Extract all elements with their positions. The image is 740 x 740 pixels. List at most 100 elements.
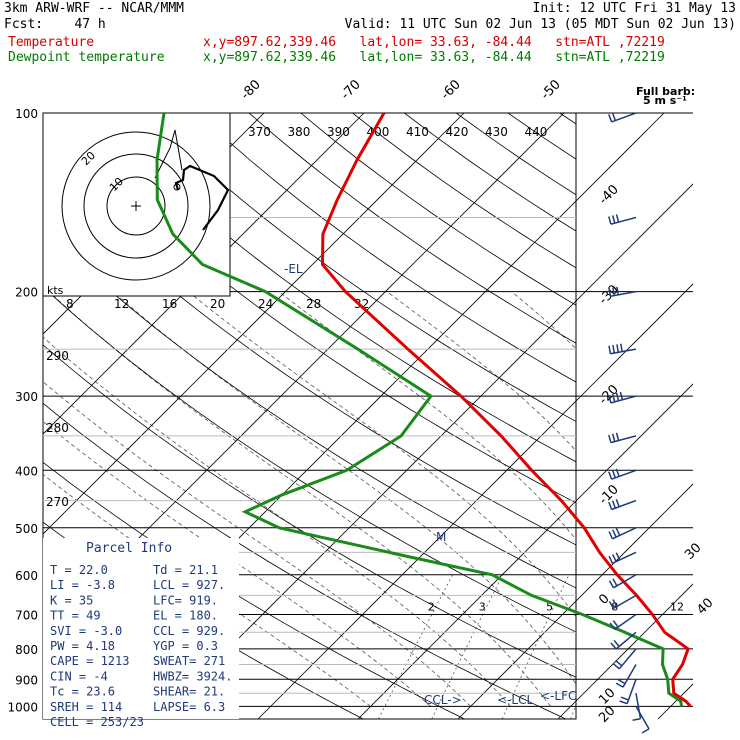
- wind-barb-flag: [608, 601, 615, 609]
- theta-label-410: 410: [406, 125, 429, 139]
- wind-barb-flag: [619, 391, 624, 400]
- hodo-speed-label-20: 20: [210, 297, 225, 311]
- mixing-ratio-label-12: 12: [670, 601, 684, 614]
- wind-barb-flag: [613, 639, 620, 647]
- parcel-row-right-5: YGP = 0.3: [153, 639, 218, 653]
- wind-barb-flag: [608, 580, 615, 589]
- hodo-speed-unit: kts: [47, 284, 64, 297]
- parcel-row-left-1: LI = -3.8: [50, 578, 115, 592]
- pressure-label-200: 200: [15, 286, 38, 300]
- dewpoint-legend: Dewpoint temperature: [8, 50, 165, 65]
- theta-label-430: 430: [485, 125, 508, 139]
- hodo-speed-label-12: 12: [114, 297, 129, 311]
- wind-barb-flag: [615, 682, 624, 688]
- wind-barb-flag: [620, 696, 629, 701]
- parcel-row-right-7: HWBZ= 3924.: [153, 669, 232, 683]
- isotherm-label--20: -20: [596, 382, 622, 408]
- hodograph-surface-marker: [173, 183, 181, 191]
- wind-barb-flag: [615, 432, 620, 441]
- wind-barb-flag: [608, 501, 613, 510]
- wind-barb-flag: [612, 529, 617, 538]
- pressure-label-300: 300: [15, 390, 38, 404]
- wind-barb-850: [615, 664, 637, 688]
- wind-barb-staff: [635, 693, 642, 719]
- theta-label-370: 370: [248, 125, 271, 139]
- pressure-label-700: 700: [15, 609, 38, 623]
- hodograph-storm-motion: [154, 129, 183, 179]
- mixing-ratio-line-3: [431, 574, 504, 719]
- sounding-profiles: [155, 113, 692, 708]
- mixing-ratio-label-3: 3: [479, 601, 486, 614]
- parcel-box-background: [43, 538, 239, 719]
- wind-barb-400: [608, 468, 637, 480]
- lfc-marker: <-LFC: [540, 689, 576, 703]
- wind-barb-950: [632, 693, 642, 721]
- isotherm--70: [43, 113, 365, 435]
- parcel-row-right-0: Td = 21.1: [153, 563, 218, 577]
- pressure-label-900: 900: [15, 673, 38, 687]
- pressure-label-400: 400: [15, 464, 38, 478]
- isotherm-label--80: -80: [238, 77, 264, 103]
- hodograph-trace: [174, 164, 230, 231]
- parcel-row-right-2: LFC= 919.: [153, 593, 218, 607]
- wind-barb-750: [610, 631, 637, 650]
- dry-adiabat-440: [612, 113, 740, 719]
- wind-barb-flag: [612, 344, 616, 354]
- wind-barb-flag: [612, 599, 618, 607]
- hodo-speed-label-28: 28: [306, 297, 321, 311]
- hodo-speed-label-8: 8: [66, 297, 74, 311]
- moist-adiabat-16: [188, 291, 576, 618]
- parcel-row-left-2: K = 35: [50, 593, 93, 607]
- pressure-label-800: 800: [15, 643, 38, 657]
- mixing-ratio-label-5: 5: [546, 601, 553, 614]
- wind-barb-flag: [620, 343, 623, 352]
- wind-barb-flag: [616, 286, 620, 295]
- parcel-row-right-4: CCL = 929.: [153, 624, 225, 638]
- wind-barb-flag: [612, 554, 617, 562]
- model-title: 3km ARW-WRF -- NCAR/MMM: [4, 1, 185, 16]
- wind-barb-flag: [608, 531, 614, 540]
- parcel-row-right-8: SHEAR= 21.: [153, 685, 225, 699]
- temperature-profile: [320, 113, 692, 708]
- mixing-ratio-line-2: [378, 574, 454, 719]
- wind-barb-flag: [615, 499, 620, 508]
- wind-barb-flag: [612, 578, 618, 587]
- mid-marker: M: [436, 530, 446, 544]
- isotherm--20: [257, 283, 693, 719]
- dry-adiabat-450: [663, 113, 740, 719]
- parcel-row-left-8: Tc = 23.6: [50, 685, 115, 699]
- hodo-ring-0: [106, 176, 166, 236]
- dry-adiabat-330: [43, 113, 576, 504]
- isotherm-label--50: -50: [538, 77, 564, 103]
- theta-label-440: 440: [525, 125, 548, 139]
- isotherm-label--70: -70: [338, 77, 364, 103]
- parcel-row-right-3: EL = 180.: [153, 609, 218, 623]
- wind-barb-flag: [641, 728, 650, 734]
- pressure-label-100: 100: [15, 107, 38, 121]
- isotherm-label--40: -40: [596, 182, 622, 208]
- wind-barb-staff: [610, 395, 637, 404]
- dry-adiabat-360: [196, 113, 576, 383]
- dry-adiabat-280: [43, 402, 566, 719]
- wind-barb-flag: [632, 718, 641, 721]
- wind-barb-1000: [635, 706, 650, 734]
- wind-barb-700: [609, 613, 637, 631]
- pressure-label-500: 500: [15, 522, 38, 536]
- dry-adiabat-430: [559, 113, 576, 125]
- parcel-info-box: Parcel Info T = 22.0 Td = 21.1 LI = -3.8 LCL…: [43, 538, 239, 729]
- wind-barb-flag: [612, 287, 616, 296]
- parcel-row-left-0: T = 22.0: [50, 563, 108, 577]
- parcel-row-left-6: CAPE = 1213: [50, 654, 129, 668]
- wind-barb-600: [608, 574, 637, 589]
- dry-adiabat-390: [352, 113, 576, 269]
- theta-e-label-270: 270: [46, 495, 69, 509]
- isotherm-label--60: -60: [438, 77, 464, 103]
- wind-barb-note-1: Full barb:: [636, 85, 695, 98]
- parcel-row-left-5: PW = 4.18: [50, 639, 115, 653]
- dewpoint-location: x,y=897.62,339.46 lat,lon= 33.63, -84.44…: [203, 50, 665, 65]
- dry-adiabat-410: [455, 113, 576, 196]
- ccl-marker: CCL->: [424, 693, 462, 707]
- wind-barb-flag: [608, 216, 612, 225]
- moist-adiabat-28: [511, 291, 576, 350]
